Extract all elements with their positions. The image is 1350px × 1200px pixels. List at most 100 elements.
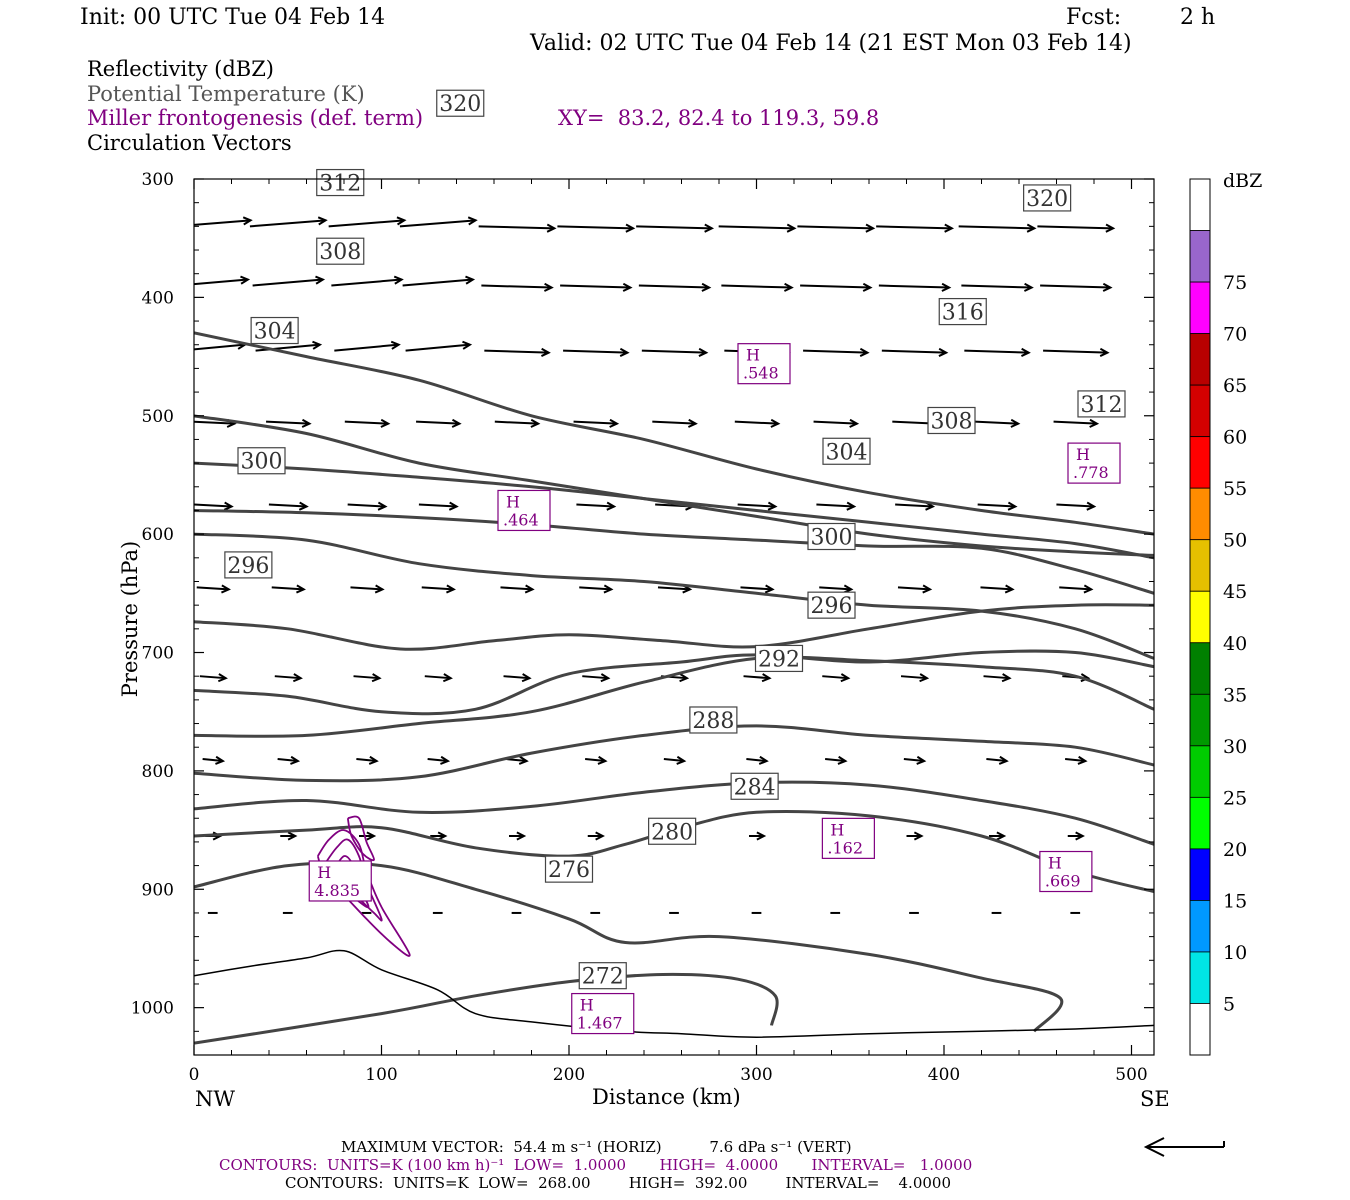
colorbar-segment-13 <box>1189 848 1211 901</box>
vector-head <box>597 755 608 765</box>
vector-head <box>524 584 535 594</box>
colorbar-level-50: 50 <box>1223 530 1247 552</box>
vector-head <box>1105 223 1116 233</box>
x-tick-label-400: 400 <box>928 1065 960 1085</box>
vector-head <box>704 223 715 233</box>
vector-shaft <box>1059 586 1092 591</box>
vector-head <box>619 347 630 357</box>
frontogenesis-contour-5 <box>346 815 375 862</box>
theta-label-320-box <box>1023 184 1072 212</box>
vector-head <box>1001 673 1012 683</box>
vector-head <box>540 347 551 357</box>
vector-head <box>240 275 251 285</box>
vector-head <box>622 282 633 292</box>
vector-head <box>298 501 309 511</box>
frontogenesis-max-h-1: H <box>506 492 520 511</box>
vector-shaft <box>652 420 696 425</box>
frontogenesis-max-value-5: .669 <box>1045 872 1081 891</box>
vector-shaft <box>199 675 226 680</box>
vector-shaft <box>977 503 1016 508</box>
vector-shaft <box>328 219 405 228</box>
plot-frame <box>193 178 1155 1056</box>
colorbar-level-20: 20 <box>1223 839 1247 861</box>
theta-label-292-box <box>754 644 804 673</box>
theta-label-304: 304 <box>826 440 868 465</box>
theta-label-280: 280 <box>651 820 693 845</box>
frontogenesis-max-h-4: H <box>830 820 844 839</box>
y-tick-label-400: 400 <box>142 288 174 308</box>
vector-shaft <box>876 225 952 230</box>
theta-label-316: 316 <box>942 301 984 326</box>
vector-head <box>546 223 557 233</box>
vector-shaft <box>746 758 767 763</box>
vector-shaft <box>344 420 389 425</box>
theta-label-upper-4-box <box>237 447 286 475</box>
vector-shaft <box>356 758 377 763</box>
vector-head <box>396 216 407 226</box>
vector-head <box>701 282 712 292</box>
theta-contour-292 <box>194 655 1154 738</box>
vector-shaft <box>878 284 950 289</box>
vector-head <box>625 223 636 233</box>
vector-head <box>770 418 781 428</box>
frontogenesis-max-value-6: 1.467 <box>577 1014 623 1033</box>
frontogenesis-max-h-2: H <box>746 346 760 365</box>
vector-shaft <box>734 420 779 425</box>
theta-label-300: 300 <box>811 526 853 551</box>
forecast-hour: 2 h <box>1180 5 1216 30</box>
theta-contour-316 <box>194 414 1154 557</box>
vector-shaft <box>961 284 1032 289</box>
vector-shaft <box>1040 284 1111 289</box>
vector-head <box>371 673 382 683</box>
vector-shaft <box>983 675 1010 680</box>
colorbar-segment-0 <box>1189 178 1211 231</box>
vector-head <box>374 584 385 594</box>
y-tick-label-600: 600 <box>142 525 174 545</box>
frontogenesis-max-h-6: H <box>580 996 594 1015</box>
colorbar-segment-2 <box>1189 281 1211 334</box>
vector-shaft <box>803 349 868 354</box>
theta-contour-288 <box>194 724 1154 783</box>
vector-head <box>865 223 876 233</box>
vector-head <box>679 673 690 683</box>
vector-shaft <box>421 586 454 591</box>
colorbar-segment-4 <box>1189 384 1211 438</box>
theta-label-upper-5: 296 <box>227 554 269 579</box>
theta-label-272-box <box>578 962 627 990</box>
x-axis-title: Distance (km) <box>592 1085 741 1109</box>
vector-shaft <box>638 284 710 289</box>
vector-shaft <box>825 758 846 763</box>
x-tick-label-500: 500 <box>1115 1065 1147 1085</box>
vector-shaft <box>582 675 609 680</box>
nw-label: NW <box>195 1087 235 1111</box>
vector-head <box>849 418 860 428</box>
y-tick-label-1000: 1000 <box>131 999 174 1019</box>
vector-head <box>1083 584 1094 594</box>
vector-head <box>837 755 848 765</box>
vector-head <box>437 831 448 841</box>
theta-contour-296 <box>194 649 1154 716</box>
vector-head <box>1010 418 1021 428</box>
vector-head <box>516 831 527 841</box>
theta-label-upper-0: 304 <box>254 320 296 345</box>
frontogenesis-max-h-3: H <box>1076 445 1090 464</box>
vector-head <box>609 418 620 428</box>
theta-label-312: 312 <box>1081 393 1123 418</box>
vector-shaft <box>399 219 476 228</box>
vector-shaft <box>416 420 460 425</box>
vector-shaft <box>636 225 712 230</box>
theta-label-308: 308 <box>931 409 973 434</box>
theta-label-316-box <box>938 297 987 326</box>
theta-label-upper-4: 300 <box>241 450 283 475</box>
vector-head <box>1077 755 1088 765</box>
vector-shaft <box>500 586 533 591</box>
vector-shaft <box>506 758 527 763</box>
vector-head <box>786 223 797 233</box>
vector-shaft <box>478 225 555 230</box>
vector-head <box>366 831 377 841</box>
colorbar-segment-11 <box>1189 745 1211 798</box>
vector-shaft <box>797 225 874 230</box>
theta-label-upper-1-box <box>316 237 365 265</box>
colorbar-segment-8 <box>1189 590 1211 644</box>
colorbar-level-30: 30 <box>1223 736 1247 758</box>
